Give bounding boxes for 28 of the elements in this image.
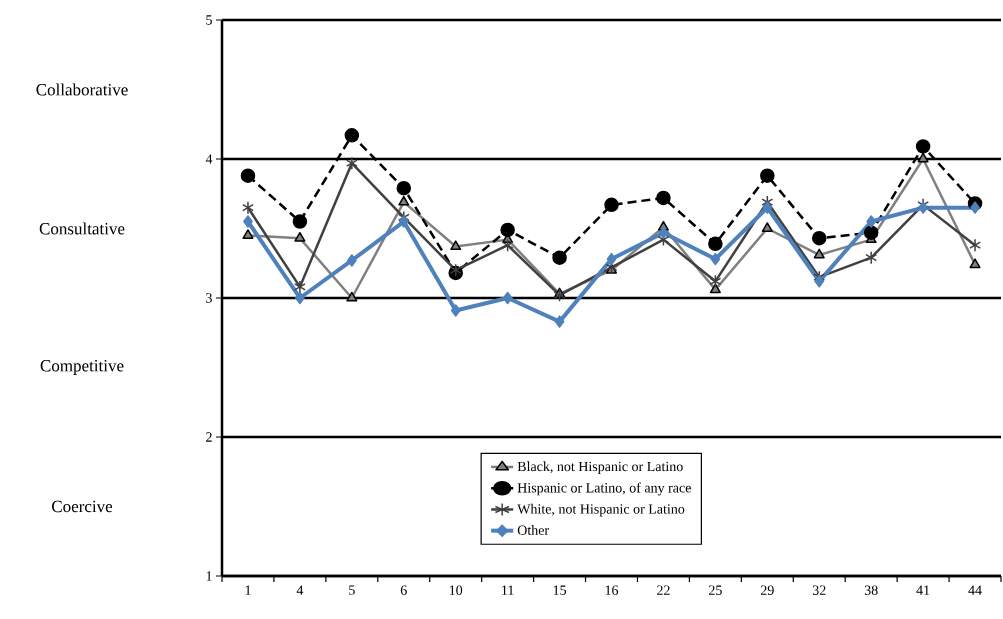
text: Competitive	[40, 360, 124, 375]
y-tick-label: 1	[206, 571, 212, 581]
y-tick-label: 2	[206, 432, 212, 442]
x-tick-label: 6	[400, 585, 407, 595]
x-tick-label: 1	[245, 585, 251, 595]
legend-label: White, not Hispanic or Latino	[517, 503, 685, 517]
text: Coercive	[52, 500, 113, 513]
x-tick-label: 16	[605, 585, 619, 595]
text: Consultative	[39, 222, 125, 235]
x-tick-label: 22	[657, 585, 670, 595]
y-tick-label: 4	[205, 154, 213, 164]
text: Collaborative	[36, 83, 128, 96]
x-tick-label: 5	[349, 585, 355, 595]
x-tick-label: 4	[296, 585, 304, 595]
x-tick-label: 11	[502, 585, 514, 595]
x-tick-label: 15	[553, 585, 567, 595]
legend-label: Hispanic or Latino, of any race	[517, 482, 691, 496]
x-tick-label: 25	[708, 585, 722, 595]
x-tick-label: 38	[864, 585, 878, 595]
legend-label: Black, not Hispanic or Latino	[517, 461, 683, 475]
x-tick-label: 29	[760, 585, 774, 595]
x-tick-label: 44	[968, 585, 982, 595]
legend-label: Other	[517, 525, 549, 535]
y-tick-label: 5	[206, 15, 212, 25]
y-tick-label: 3	[206, 293, 212, 303]
x-tick-label: 41	[916, 585, 930, 595]
x-tick-label: 10	[449, 585, 463, 595]
x-tick-label: 32	[812, 585, 826, 595]
